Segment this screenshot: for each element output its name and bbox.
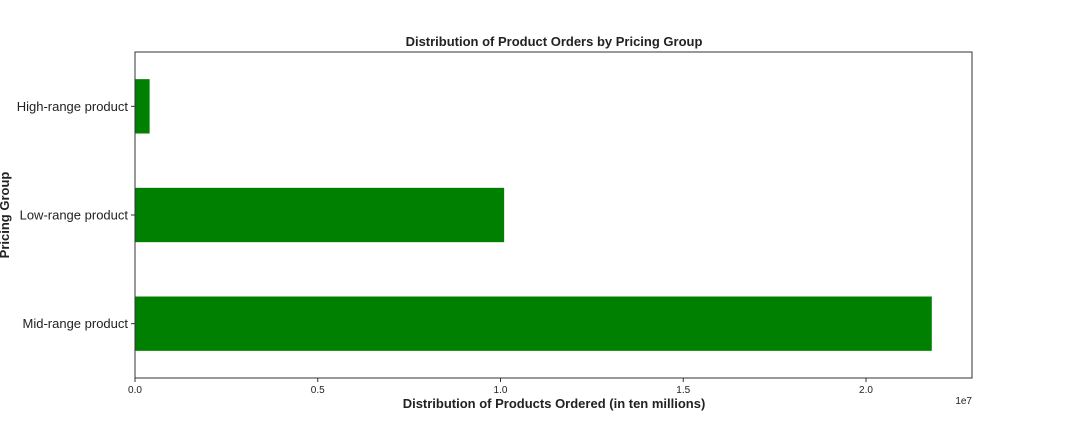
- y-category-label: High-range product: [17, 99, 129, 114]
- x-tick-label: 0.0: [128, 385, 142, 396]
- y-axis-categories: High-range product Low-range product Mid-r…: [17, 99, 135, 331]
- bars-group: [135, 79, 932, 351]
- x-axis-ticks: 0.0 0.5 1.0 1.5 2.0: [128, 378, 873, 396]
- y-category-label: Mid-range product: [23, 316, 129, 331]
- x-scale-note: 1e7: [955, 396, 972, 407]
- x-tick-label: 1.5: [676, 385, 690, 396]
- y-category-label: Low-range product: [20, 208, 129, 223]
- chart-title: Distribution of Product Orders by Pricin…: [406, 34, 703, 49]
- x-axis-label: Distribution of Products Ordered (in ten…: [403, 396, 706, 411]
- bar-low-range-product: [135, 187, 505, 243]
- x-tick-label: 1.0: [494, 385, 508, 396]
- x-tick-label: 2.0: [859, 385, 873, 396]
- x-tick-label: 0.5: [311, 385, 325, 396]
- bar-high-range-product: [135, 79, 150, 134]
- y-axis-label: Pricing Group: [0, 172, 12, 259]
- bar-mid-range-product: [135, 296, 932, 351]
